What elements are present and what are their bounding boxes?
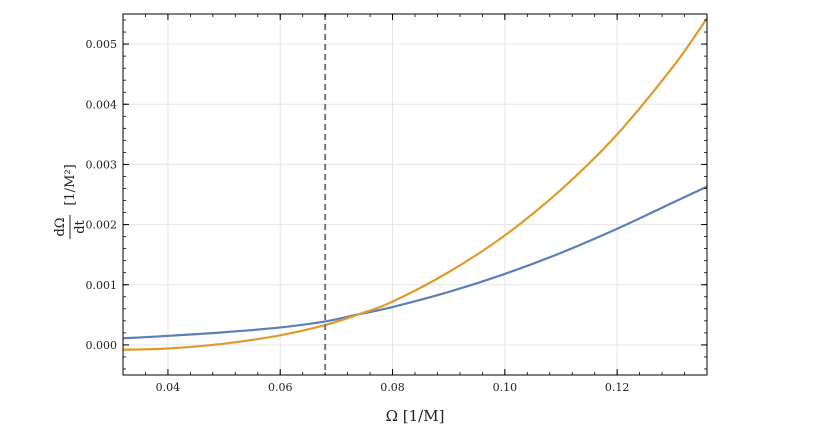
y-axis-label-units: [1/M²] [63, 164, 78, 205]
axis-ticks [122, 14, 708, 375]
x-tick-label: 0.04 [156, 381, 181, 394]
x-axis-label: Ω [1/M] [386, 407, 445, 425]
y-axis-label: dΩ dt [1/M²] [53, 164, 88, 239]
y-tick-label: 0.002 [86, 219, 118, 232]
x-tick-label: 0.06 [268, 381, 293, 394]
y-tick-label: 0.000 [86, 339, 118, 352]
y-tick-label: 0.003 [86, 158, 118, 171]
y-tick-label: 0.001 [86, 279, 118, 292]
grid [123, 14, 707, 375]
series-lines [122, 17, 708, 351]
plot-frame [122, 13, 708, 376]
x-tick-label: 0.12 [605, 381, 630, 394]
series-line-1 [122, 185, 708, 340]
y-tick-label: 0.005 [86, 38, 118, 51]
y-tick-label: 0.004 [86, 98, 118, 111]
tick-labels: 0.04 0.06 0.08 0.10 0.12 0.000 0.001 0.002 0.003… [86, 38, 630, 394]
y-axis-label-numerator: dΩ [53, 217, 68, 236]
x-tick-label: 0.10 [493, 381, 518, 394]
series-line-2 [122, 17, 708, 351]
x-tick-label: 0.08 [380, 381, 405, 394]
y-axis-label-denominator: dt [73, 219, 88, 233]
